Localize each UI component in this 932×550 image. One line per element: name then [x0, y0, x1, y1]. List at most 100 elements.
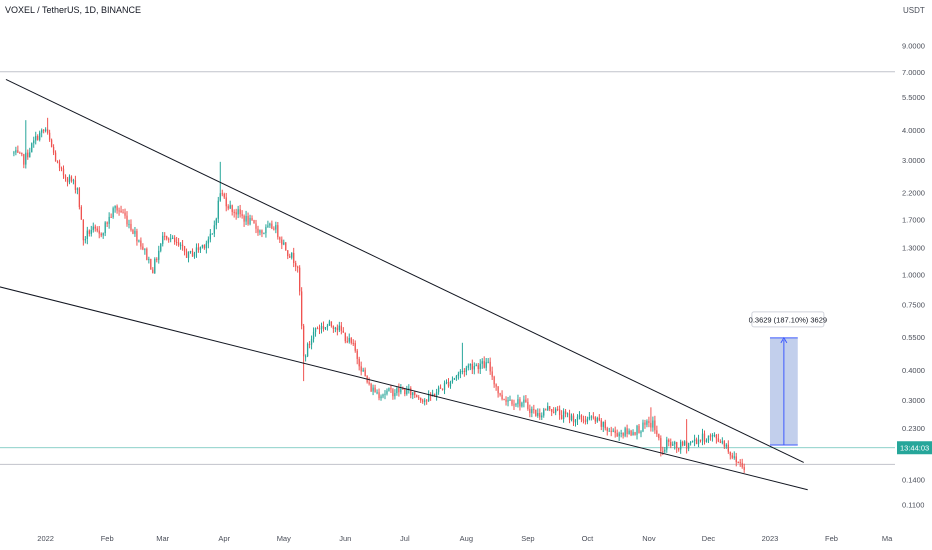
- candle-body: [553, 411, 555, 413]
- candle-body: [183, 246, 186, 252]
- candle-body: [346, 341, 348, 343]
- candle-body: [112, 208, 114, 218]
- chart-title: VOXEL / TetherUS, 1D, BINANCE: [5, 5, 142, 15]
- candle-body: [96, 228, 98, 231]
- candle-body: [207, 239, 210, 244]
- candle-body: [330, 321, 333, 327]
- candle-body: [102, 233, 104, 236]
- measure-label-box: [751, 311, 825, 328]
- candle-body: [33, 140, 35, 144]
- candle-body: [201, 245, 204, 248]
- candle-body: [439, 387, 442, 389]
- time-tick-label: Oct: [582, 534, 595, 543]
- candle-body: [43, 130, 45, 132]
- candle-body: [437, 387, 440, 393]
- time-axis[interactable]: 2022 Feb Mar Apr May Jun Jul Aug Sep Oct Nov Dec 202…: [37, 534, 893, 543]
- candle-body: [729, 451, 731, 456]
- candle-body: [185, 251, 188, 258]
- candle-body: [142, 246, 144, 250]
- candle-body: [529, 408, 531, 414]
- candle-body: [701, 433, 704, 441]
- candle-body: [94, 226, 96, 229]
- candle-body: [505, 399, 507, 402]
- trendline[interactable]: [0, 284, 808, 491]
- candle-body: [646, 421, 648, 425]
- candle-body: [138, 240, 140, 242]
- candle-body: [326, 325, 329, 328]
- candle-body: [86, 230, 88, 239]
- candle-body: [287, 250, 289, 257]
- candle-body: [160, 243, 162, 251]
- candle-body: [682, 441, 684, 446]
- candle-body: [179, 244, 182, 246]
- candle-body: [350, 338, 352, 343]
- candle-body: [13, 152, 15, 154]
- candle-body: [398, 388, 400, 393]
- candle-body: [27, 152, 29, 158]
- candle-body: [25, 152, 27, 165]
- candle-body: [275, 225, 277, 230]
- measure-tool[interactable]: 0.3629 (187.10%) 3629: [749, 311, 827, 446]
- candle-body: [223, 193, 225, 198]
- candle-body: [449, 381, 452, 387]
- trendline[interactable]: [5, 79, 804, 463]
- time-tick-label: Feb: [825, 534, 838, 543]
- candle-body: [713, 434, 716, 436]
- time-tick-label: Aug: [460, 534, 473, 543]
- candle-body: [170, 238, 172, 240]
- candle-body: [17, 150, 19, 153]
- candle-body: [735, 456, 737, 463]
- candle-body: [695, 439, 698, 445]
- candle-body: [515, 404, 517, 406]
- candle-body: [209, 233, 211, 240]
- candle-body: [120, 210, 122, 213]
- candle-body: [322, 325, 325, 329]
- candle-body: [578, 415, 581, 417]
- candle-body: [626, 428, 628, 434]
- candle-body: [656, 430, 658, 435]
- candle-body: [342, 330, 344, 333]
- candle-body: [547, 406, 549, 411]
- candle-body: [445, 382, 448, 384]
- candle-body: [420, 397, 422, 401]
- price-axis[interactable]: 9.0000 7.0000 5.5000 4.0000 3.0000 2.2000 1.70…: [897, 42, 932, 510]
- candle-body: [70, 176, 73, 182]
- candle-body: [235, 212, 237, 215]
- candle-body: [46, 129, 49, 133]
- trendlines[interactable]: [0, 79, 808, 491]
- candle-body: [685, 441, 688, 449]
- candle-body: [41, 130, 43, 133]
- candle-body: [213, 225, 215, 234]
- price-tick-label: 3.0000: [902, 156, 925, 165]
- candle-body: [652, 420, 654, 428]
- candle-body: [588, 417, 591, 419]
- candle-body: [189, 251, 192, 253]
- candle-body: [535, 409, 537, 416]
- candle-body: [560, 415, 563, 420]
- candle-body: [390, 388, 392, 390]
- candle-body: [392, 389, 394, 397]
- candle-body: [370, 383, 372, 392]
- price-tick-label: 7.0000: [902, 68, 925, 77]
- candle-body: [108, 216, 110, 224]
- candle-body: [477, 365, 479, 370]
- time-tick-label: Ma: [882, 534, 893, 543]
- candle-body: [281, 239, 283, 245]
- candle-body: [680, 441, 682, 450]
- candle-body: [394, 393, 396, 397]
- candle-body: [648, 421, 650, 423]
- candle-body: [642, 422, 644, 432]
- candle-body: [463, 370, 466, 372]
- candle-body: [203, 245, 206, 249]
- candle-body: [304, 356, 307, 358]
- candle-body: [630, 430, 632, 436]
- candle-body: [638, 425, 640, 434]
- candle-body: [737, 462, 739, 464]
- price-tick-label: 0.1100: [902, 501, 924, 510]
- candle-body: [146, 248, 148, 260]
- candle-body: [368, 382, 370, 384]
- candle-body: [489, 361, 491, 372]
- candle-body: [618, 433, 620, 437]
- candle-body: [644, 422, 646, 425]
